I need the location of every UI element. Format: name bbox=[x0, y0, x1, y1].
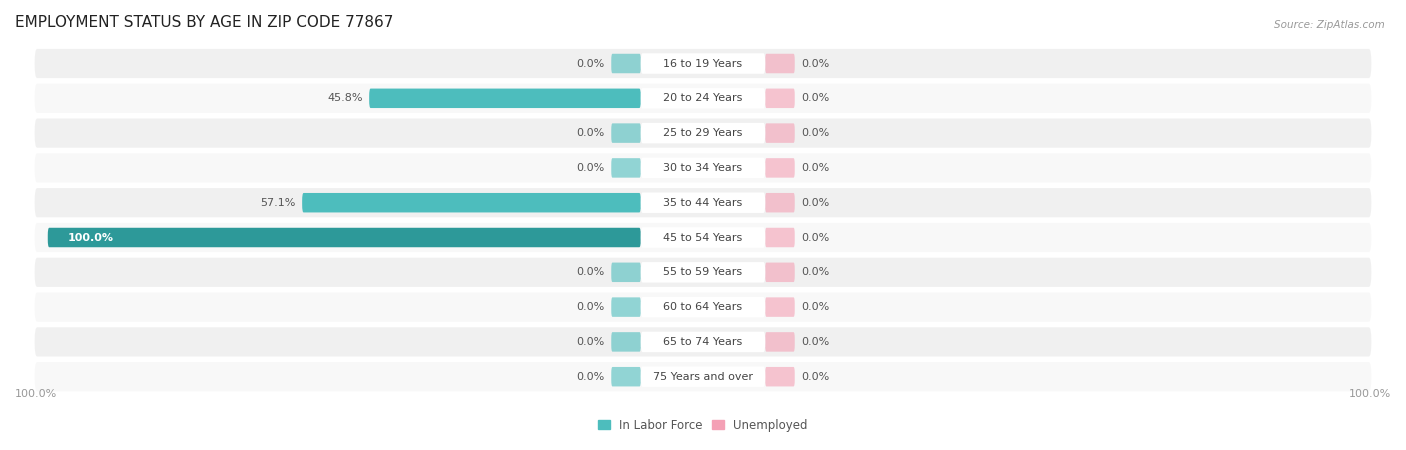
Text: 0.0%: 0.0% bbox=[801, 337, 830, 347]
Text: 20 to 24 Years: 20 to 24 Years bbox=[664, 93, 742, 104]
FancyBboxPatch shape bbox=[641, 297, 765, 317]
Text: 0.0%: 0.0% bbox=[801, 233, 830, 243]
FancyBboxPatch shape bbox=[35, 223, 1371, 252]
FancyBboxPatch shape bbox=[765, 332, 794, 351]
FancyBboxPatch shape bbox=[35, 188, 1371, 217]
FancyBboxPatch shape bbox=[302, 193, 641, 212]
Text: 30 to 34 Years: 30 to 34 Years bbox=[664, 163, 742, 173]
FancyBboxPatch shape bbox=[765, 193, 794, 212]
FancyBboxPatch shape bbox=[641, 332, 765, 352]
Text: 65 to 74 Years: 65 to 74 Years bbox=[664, 337, 742, 347]
Legend: In Labor Force, Unemployed: In Labor Force, Unemployed bbox=[593, 414, 813, 436]
Text: 0.0%: 0.0% bbox=[801, 93, 830, 104]
FancyBboxPatch shape bbox=[612, 123, 641, 143]
FancyBboxPatch shape bbox=[35, 258, 1371, 287]
FancyBboxPatch shape bbox=[35, 292, 1371, 322]
Text: 0.0%: 0.0% bbox=[576, 163, 605, 173]
Text: 0.0%: 0.0% bbox=[801, 198, 830, 208]
FancyBboxPatch shape bbox=[612, 262, 641, 282]
Text: 100.0%: 100.0% bbox=[15, 389, 58, 399]
FancyBboxPatch shape bbox=[765, 123, 794, 143]
FancyBboxPatch shape bbox=[35, 84, 1371, 113]
FancyBboxPatch shape bbox=[641, 53, 765, 74]
Text: 60 to 64 Years: 60 to 64 Years bbox=[664, 302, 742, 312]
FancyBboxPatch shape bbox=[765, 367, 794, 387]
FancyBboxPatch shape bbox=[612, 297, 641, 317]
Text: 0.0%: 0.0% bbox=[576, 58, 605, 68]
FancyBboxPatch shape bbox=[35, 153, 1371, 183]
FancyBboxPatch shape bbox=[641, 227, 765, 248]
Text: 0.0%: 0.0% bbox=[576, 372, 605, 382]
FancyBboxPatch shape bbox=[765, 158, 794, 178]
FancyBboxPatch shape bbox=[765, 262, 794, 282]
Text: 25 to 29 Years: 25 to 29 Years bbox=[664, 128, 742, 138]
FancyBboxPatch shape bbox=[641, 366, 765, 387]
FancyBboxPatch shape bbox=[765, 297, 794, 317]
Text: 100.0%: 100.0% bbox=[1348, 389, 1391, 399]
FancyBboxPatch shape bbox=[765, 54, 794, 73]
Text: 55 to 59 Years: 55 to 59 Years bbox=[664, 267, 742, 277]
Text: 0.0%: 0.0% bbox=[576, 267, 605, 277]
Text: 75 Years and over: 75 Years and over bbox=[652, 372, 754, 382]
FancyBboxPatch shape bbox=[612, 332, 641, 351]
FancyBboxPatch shape bbox=[35, 327, 1371, 356]
Text: 0.0%: 0.0% bbox=[576, 128, 605, 138]
Text: 35 to 44 Years: 35 to 44 Years bbox=[664, 198, 742, 208]
Text: 57.1%: 57.1% bbox=[260, 198, 295, 208]
Text: 45 to 54 Years: 45 to 54 Years bbox=[664, 233, 742, 243]
FancyBboxPatch shape bbox=[641, 88, 765, 108]
FancyBboxPatch shape bbox=[641, 262, 765, 283]
Text: 0.0%: 0.0% bbox=[576, 302, 605, 312]
FancyBboxPatch shape bbox=[641, 123, 765, 144]
Text: 0.0%: 0.0% bbox=[801, 302, 830, 312]
FancyBboxPatch shape bbox=[765, 228, 794, 247]
FancyBboxPatch shape bbox=[612, 158, 641, 178]
FancyBboxPatch shape bbox=[641, 193, 765, 213]
FancyBboxPatch shape bbox=[765, 89, 794, 108]
FancyBboxPatch shape bbox=[641, 158, 765, 178]
FancyBboxPatch shape bbox=[612, 367, 641, 387]
FancyBboxPatch shape bbox=[35, 362, 1371, 392]
Text: 0.0%: 0.0% bbox=[801, 163, 830, 173]
FancyBboxPatch shape bbox=[35, 49, 1371, 78]
FancyBboxPatch shape bbox=[48, 228, 641, 247]
Text: 16 to 19 Years: 16 to 19 Years bbox=[664, 58, 742, 68]
Text: 0.0%: 0.0% bbox=[576, 337, 605, 347]
FancyBboxPatch shape bbox=[35, 118, 1371, 148]
Text: EMPLOYMENT STATUS BY AGE IN ZIP CODE 77867: EMPLOYMENT STATUS BY AGE IN ZIP CODE 778… bbox=[15, 15, 394, 30]
Text: 0.0%: 0.0% bbox=[801, 128, 830, 138]
Text: 45.8%: 45.8% bbox=[328, 93, 363, 104]
FancyBboxPatch shape bbox=[370, 89, 641, 108]
Text: 0.0%: 0.0% bbox=[801, 58, 830, 68]
FancyBboxPatch shape bbox=[612, 54, 641, 73]
Text: 0.0%: 0.0% bbox=[801, 372, 830, 382]
Text: Source: ZipAtlas.com: Source: ZipAtlas.com bbox=[1274, 20, 1385, 30]
Text: 0.0%: 0.0% bbox=[801, 267, 830, 277]
Text: 100.0%: 100.0% bbox=[67, 233, 114, 243]
